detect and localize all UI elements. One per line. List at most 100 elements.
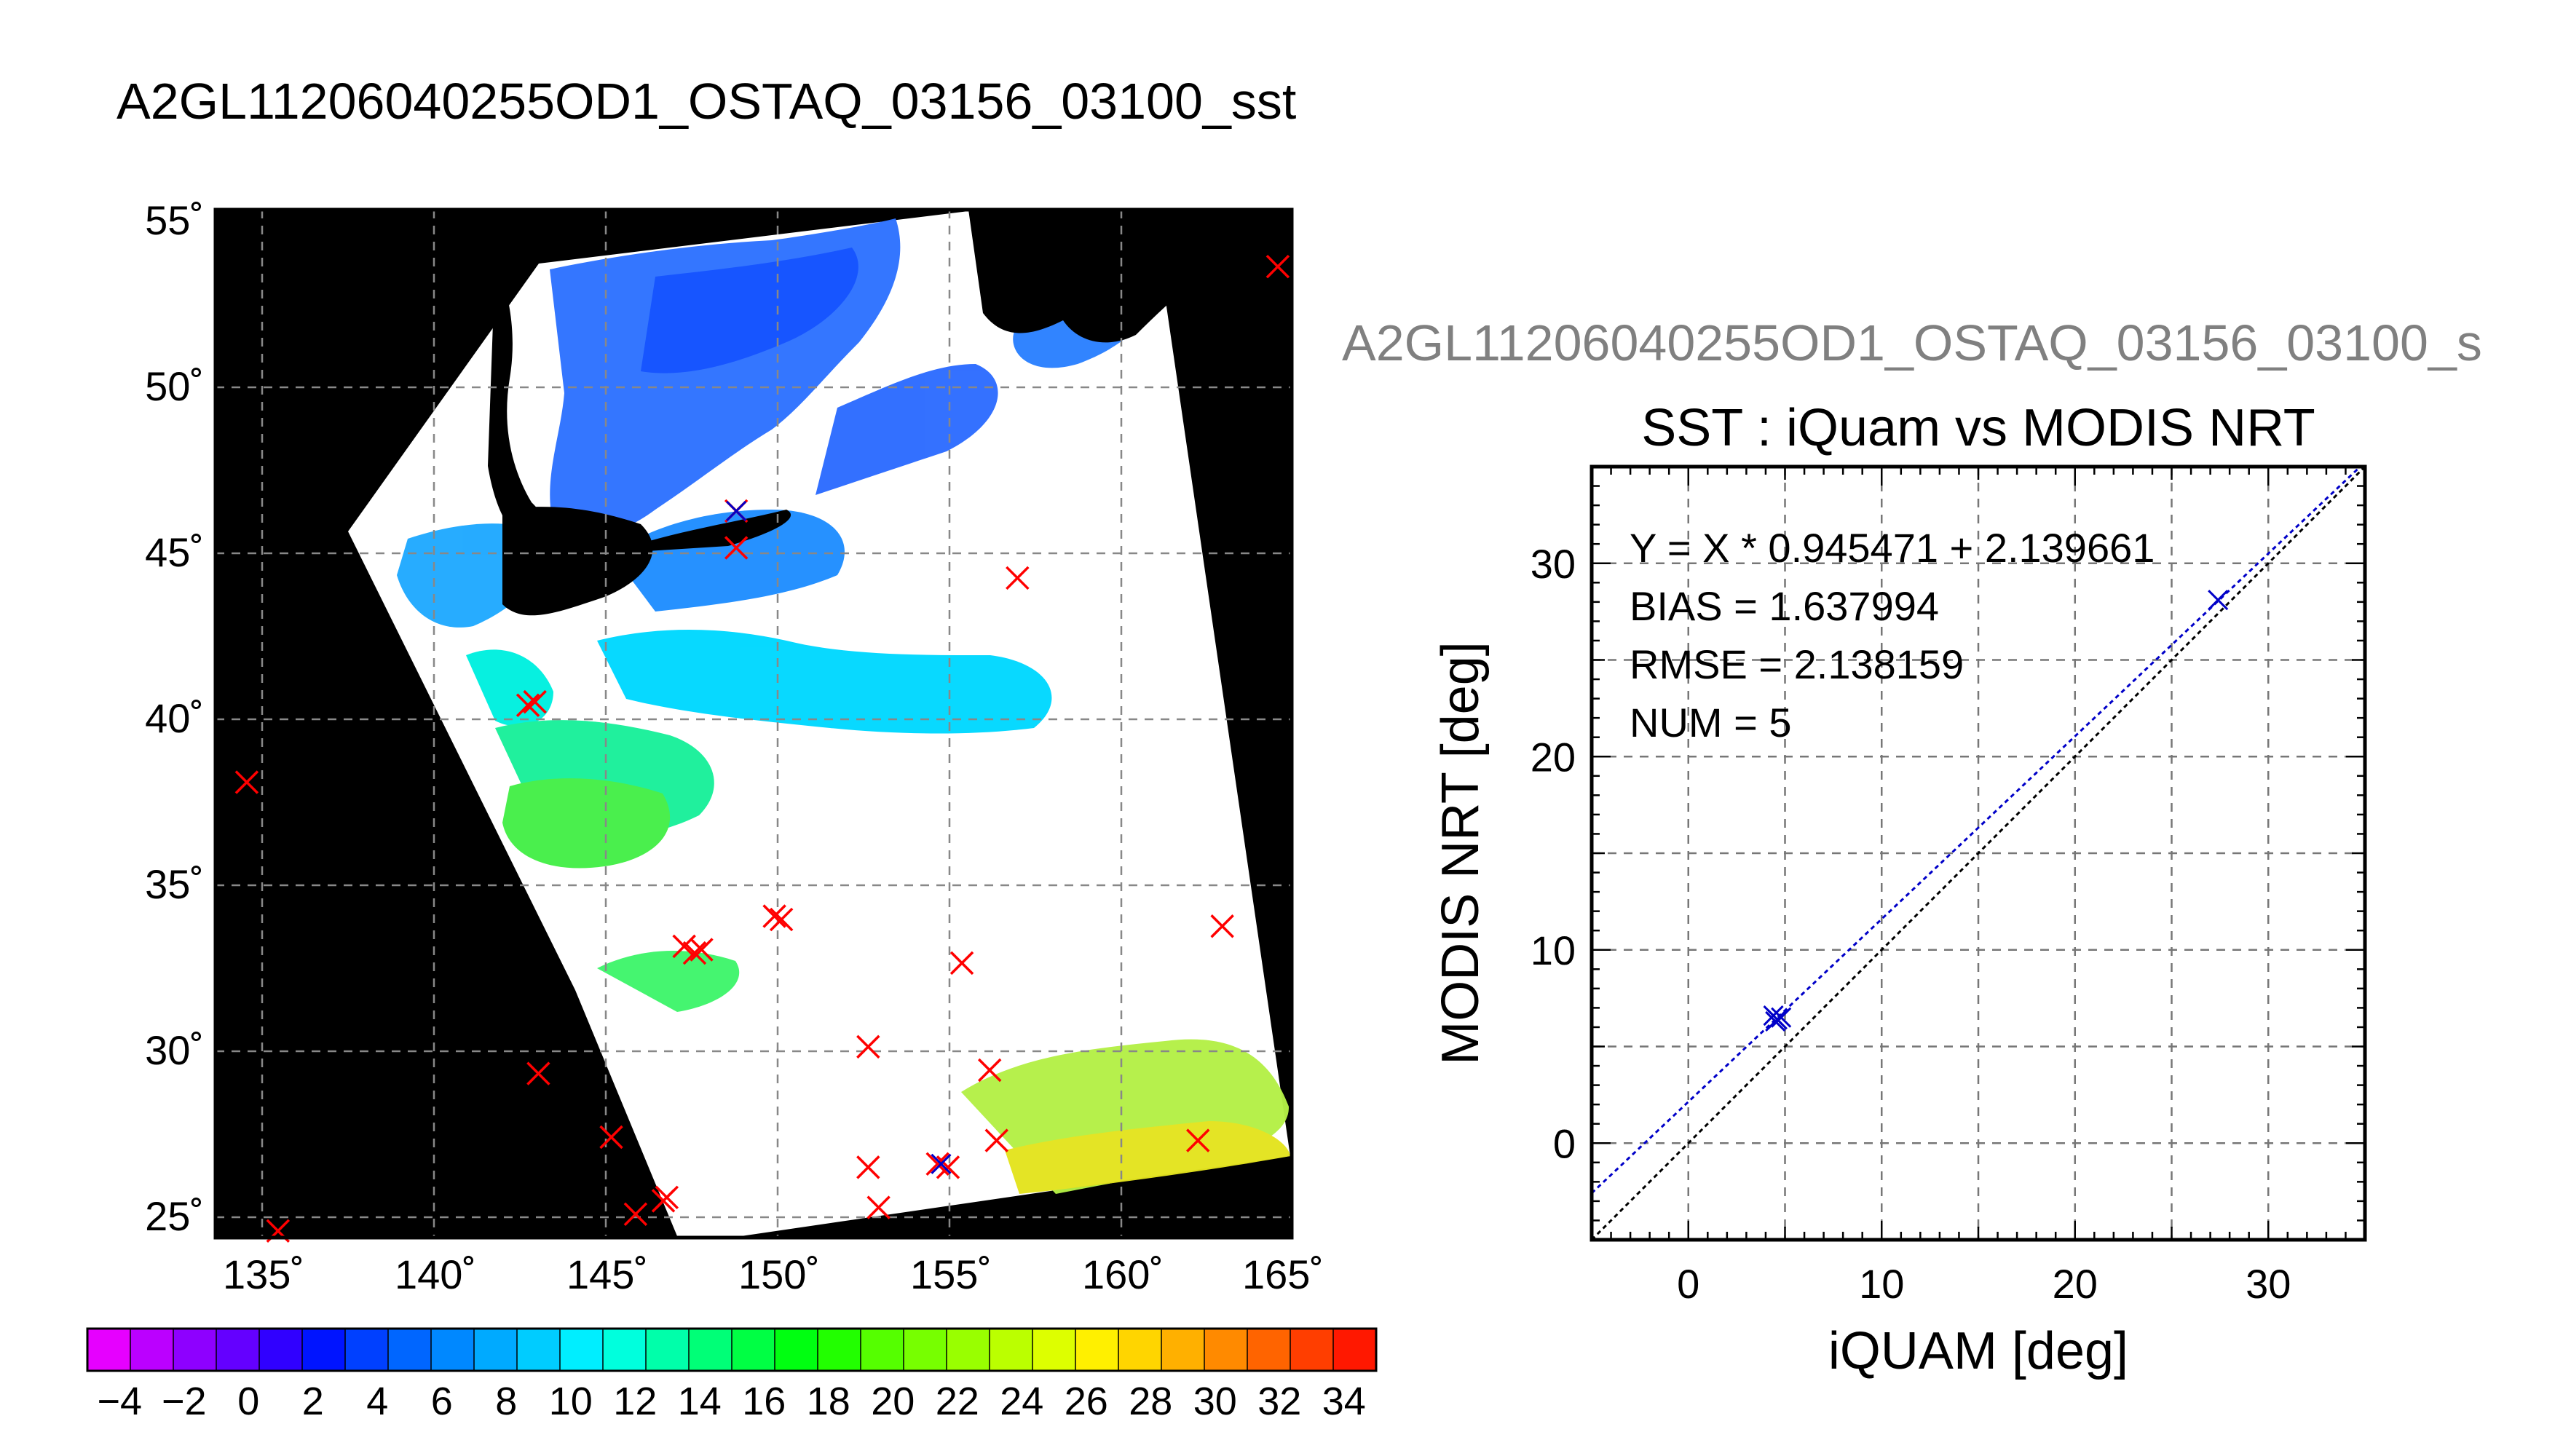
map-lon-label: 160˚: [1082, 1251, 1164, 1297]
buoy-marker-stroke: [599, 1125, 623, 1150]
colorbar-segment: [1161, 1329, 1205, 1371]
colorbar-tick-label: 14: [678, 1380, 722, 1423]
buoy-marker-stroke: [516, 693, 540, 717]
map-lat-label: 50˚: [145, 363, 204, 409]
colorbar-segment: [646, 1329, 690, 1371]
map-lon-label: 140˚: [395, 1251, 476, 1297]
scatter-point: [1771, 1007, 1792, 1028]
sst-patch-oyashio: [597, 630, 1052, 734]
scatter-y-tick-label: 20: [1531, 734, 1576, 780]
colorbar-tick-label: 6: [431, 1380, 453, 1423]
map-frame: [213, 207, 1294, 1240]
map-lon-label: 135˚: [223, 1251, 304, 1297]
matched-marker-stroke: [726, 500, 747, 522]
colorbar-segment: [1032, 1329, 1076, 1371]
scatter-frame: [1590, 464, 2367, 1242]
colorbar-segment: [818, 1329, 861, 1371]
buoy-marker-stroke: [977, 1058, 1002, 1083]
buoy-marker: [762, 904, 786, 928]
colorbar-segment: [947, 1329, 990, 1371]
sst-map: [213, 207, 1294, 1243]
scatter-title: SST : iQuam vs MODIS NRT: [1641, 399, 2315, 457]
buoy-marker: [523, 689, 547, 714]
colorbar-segment: [990, 1329, 1033, 1371]
num-stat: NUM = 5: [1630, 700, 1792, 745]
colorbar-segment: [732, 1329, 775, 1371]
colorbar-segment: [1290, 1329, 1334, 1371]
colorbar-segment: [173, 1329, 217, 1371]
colorbar-tick-label: −4: [97, 1380, 142, 1423]
map-lat-label: 40˚: [145, 695, 204, 741]
colorbar-segment: [431, 1329, 475, 1371]
colorbar-segment: [87, 1329, 131, 1371]
colorbar-tick-label: 4: [366, 1380, 388, 1423]
scatter-point-stroke: [1765, 1010, 1786, 1032]
map-lat-label: 35˚: [145, 861, 204, 907]
sst-patch-pacific-north: [612, 510, 845, 612]
scatter-point: [1765, 1010, 1786, 1032]
identity-line: [1592, 467, 2365, 1240]
colorbar-tick-label: 24: [1000, 1380, 1043, 1423]
colorbar-tick-label: 20: [871, 1380, 915, 1423]
colorbar-tick-label: 30: [1193, 1380, 1237, 1423]
scatter-y-tick-label: 0: [1553, 1120, 1576, 1166]
buoy-marker-stroke: [655, 1185, 679, 1210]
scatter-x-tick-label: 0: [1677, 1261, 1699, 1307]
buoy-marker: [856, 1155, 880, 1179]
scatter-point: [2208, 590, 2229, 611]
buoy-marker-stroke: [984, 1128, 1008, 1152]
buoy-marker-stroke: [526, 1061, 550, 1085]
map-lat-labels: 55˚ 50˚ 45˚ 40˚ 35˚ 30˚ 25˚: [145, 197, 204, 1239]
map-lat-label: 25˚: [145, 1193, 204, 1239]
regression-line: [1592, 467, 2362, 1195]
colorbar-segment: [1333, 1329, 1377, 1371]
buoy-marker-stroke: [690, 938, 714, 962]
colorbar-tick-label: 16: [742, 1380, 786, 1423]
map-gridlines: [216, 210, 1292, 1238]
colorbar-tick-label: 32: [1257, 1380, 1301, 1423]
scatter-y-tick-label: 10: [1531, 927, 1576, 973]
matched-marker: [726, 500, 747, 522]
scatter-gridlines: [1592, 467, 2365, 1240]
map-lat-label: 55˚: [145, 197, 204, 243]
colorbar-segment: [259, 1329, 303, 1371]
colorbar-segment: [560, 1329, 604, 1371]
colorbar-segment: [603, 1329, 647, 1371]
colorbar-tick-label: 18: [807, 1380, 850, 1423]
buoy-marker-stroke: [949, 951, 974, 976]
sst-patch-kanto: [502, 778, 671, 869]
buoy-marker: [623, 1202, 648, 1227]
colorbar-segment: [1075, 1329, 1119, 1371]
buoy-marker: [234, 770, 259, 794]
buoy-marker: [1265, 254, 1290, 279]
sst-patch-okhotsk-deep: [641, 248, 858, 373]
buoy-marker: [516, 693, 540, 717]
buoy-marker-stroke: [1265, 254, 1290, 279]
map-lon-labels: 135˚ 140˚ 145˚ 150˚ 155˚ 160˚ 165˚: [223, 1251, 1324, 1297]
bias-stat: BIAS = 1.637994: [1630, 583, 1939, 629]
sst-patch-south-green: [597, 951, 740, 1012]
scatter-point-stroke: [1771, 1007, 1792, 1028]
buoy-marker-stroke: [234, 770, 259, 794]
buoy-marker: [682, 941, 707, 965]
colorbar-tick-label: 26: [1065, 1380, 1108, 1423]
scatter-header: A2GL11206040255OD1_OSTAQ_03156_03100_s: [1342, 314, 2482, 371]
map-lat-label: 30˚: [145, 1027, 204, 1073]
regression-equation: Y = X * 0.945471 + 2.139661: [1630, 525, 2155, 571]
map-markers: [234, 254, 1290, 1243]
scatter-plot: Y = X * 0.945471 + 2.139661 BIAS = 1.637…: [1590, 464, 2367, 1242]
buoy-marker: [526, 1061, 550, 1085]
land: [488, 210, 1292, 616]
map-lon-label: 165˚: [1242, 1251, 1324, 1297]
buoy-marker-stroke: [769, 907, 794, 932]
colorbar-segment: [904, 1329, 947, 1371]
scatter-x-tick-label: 20: [2053, 1261, 2098, 1307]
colorbar-segment: [861, 1329, 904, 1371]
buoy-marker-stroke: [623, 1202, 648, 1227]
scatter-points: [1763, 590, 2229, 1032]
buoy-marker: [655, 1185, 679, 1210]
land-sakhalin: [488, 262, 549, 553]
buoy-marker: [984, 1128, 1008, 1152]
scatter-point-stroke: [2208, 590, 2229, 611]
land-hokkaido: [502, 507, 653, 616]
